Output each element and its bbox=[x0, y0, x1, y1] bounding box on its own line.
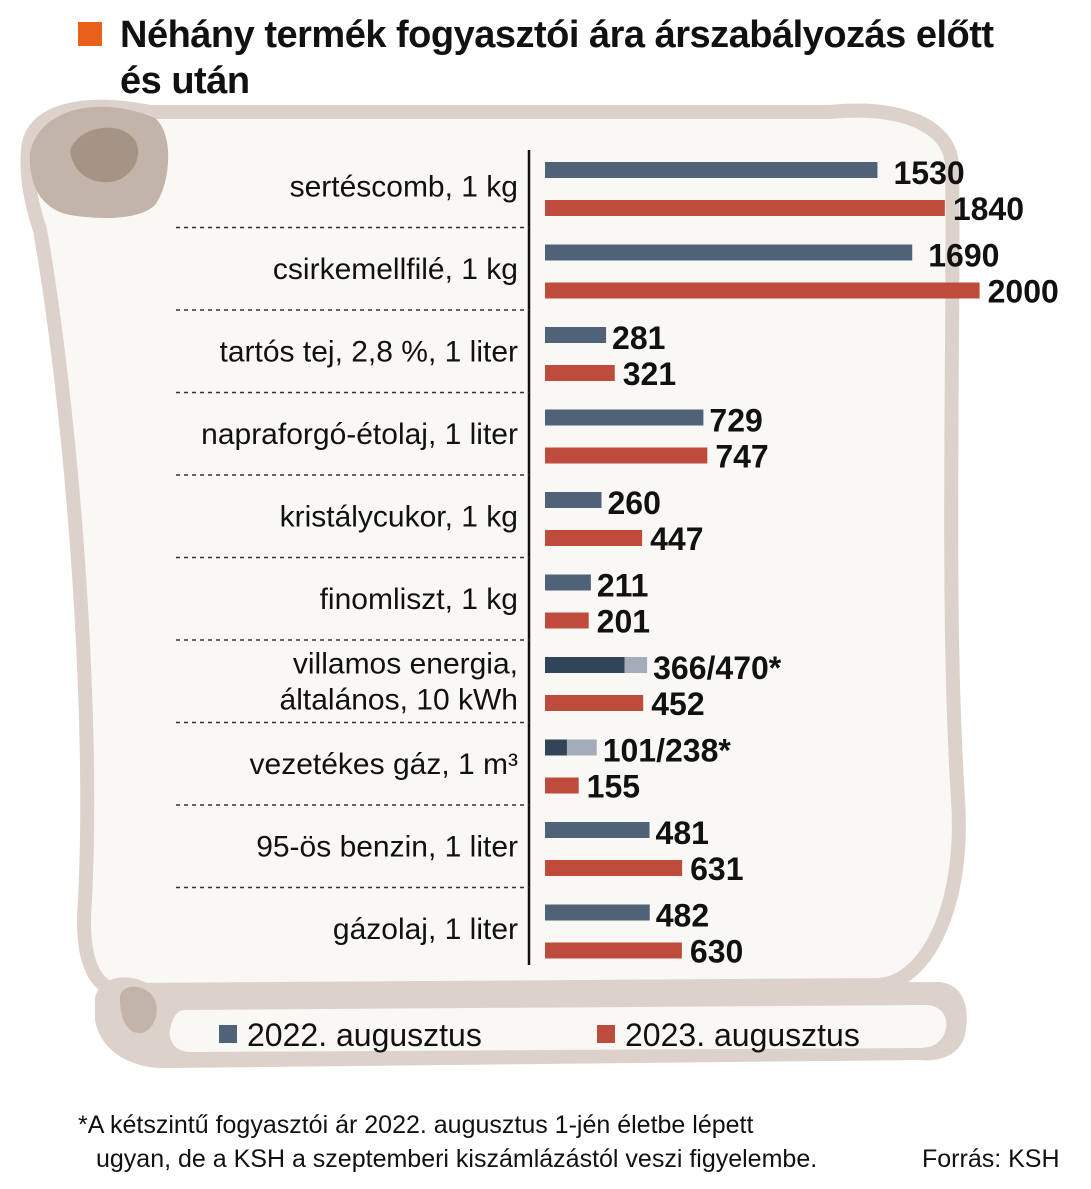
chart-title: Néhány termék fogyasztói ára árszabályoz… bbox=[120, 14, 994, 102]
legend-label-2022: 2022. augusztus bbox=[247, 1017, 482, 1053]
bar-2023 bbox=[545, 200, 945, 216]
category-label-line: kristálycukor, 1 kg bbox=[280, 500, 518, 533]
category-label: vezetékes gáz, 1 m³ bbox=[250, 748, 518, 781]
footnote: *A kétszintű fogyasztói ár 2022. auguszt… bbox=[78, 1108, 938, 1176]
value-label-2023: 321 bbox=[623, 356, 676, 392]
category-row: vezetékes gáz, 1 m³ 101/238*155 bbox=[176, 733, 731, 806]
category-label-line: csirkemellfilé, 1 kg bbox=[273, 253, 518, 286]
bar-2023 bbox=[545, 860, 683, 876]
bar-2023 bbox=[545, 282, 980, 299]
legend-label-2023: 2023. augusztus bbox=[625, 1017, 860, 1053]
value-label-2022: 101/238* bbox=[603, 733, 732, 769]
category-label-line: sertéscomb, 1 kg bbox=[290, 170, 518, 203]
category-label: finomliszt, 1 kg bbox=[320, 583, 518, 616]
title-marker-icon bbox=[78, 22, 102, 46]
category-label-line: tartós tej, 2,8 %, 1 liter bbox=[220, 335, 518, 368]
category-label: sertéscomb, 1 kg bbox=[290, 170, 518, 203]
bar-2022-lower bbox=[545, 657, 625, 673]
bar-2023 bbox=[545, 530, 643, 546]
value-label-2022: 260 bbox=[607, 485, 660, 521]
category-label: kristálycukor, 1 kg bbox=[280, 500, 518, 533]
bar-2022 bbox=[545, 492, 602, 508]
value-label-2023: 155 bbox=[587, 769, 640, 805]
bar-2022 bbox=[545, 162, 878, 178]
category-label: csirkemellfilé, 1 kg bbox=[273, 253, 518, 286]
bar-2022-upper bbox=[624, 657, 648, 673]
value-label-2022: 366/470* bbox=[653, 650, 782, 686]
bar-2023 bbox=[545, 447, 708, 464]
bar-2022 bbox=[545, 822, 650, 838]
value-label-2023: 630 bbox=[690, 934, 743, 970]
value-label-2023: 747 bbox=[715, 439, 768, 475]
category-label-line: finomliszt, 1 kg bbox=[320, 583, 518, 616]
category-row: villamos energia, általános, 10 kWh 366/47… bbox=[176, 647, 782, 724]
category-label-line: 95-ös benzin, 1 liter bbox=[256, 830, 518, 863]
value-label-2022: 482 bbox=[656, 898, 709, 934]
bar-2023 bbox=[545, 612, 589, 629]
value-label-2022: 1530 bbox=[893, 155, 964, 191]
value-label-2023: 631 bbox=[690, 851, 743, 887]
category-label-line: általános, 10 kWh bbox=[280, 683, 518, 716]
legend-swatch-2022 bbox=[219, 1025, 237, 1043]
value-label-2022: 729 bbox=[709, 403, 762, 439]
bar-2022 bbox=[545, 904, 650, 921]
bar-2022-upper bbox=[566, 739, 597, 756]
value-label-2022: 281 bbox=[612, 320, 665, 356]
bar-2022 bbox=[545, 409, 704, 426]
bar-2022-lower bbox=[545, 739, 567, 756]
category-label-line: napraforgó-étolaj, 1 liter bbox=[201, 418, 518, 451]
value-label-2023: 447 bbox=[650, 521, 703, 557]
bar-2023 bbox=[545, 695, 644, 711]
bar-2022 bbox=[545, 244, 913, 261]
category-label: tartós tej, 2,8 %, 1 liter bbox=[220, 335, 518, 368]
bar-2022 bbox=[545, 574, 591, 591]
value-label-2023: 452 bbox=[651, 686, 704, 722]
value-label-2022: 211 bbox=[597, 568, 649, 604]
category-label-line: vezetékes gáz, 1 m³ bbox=[250, 748, 518, 781]
bar-2023 bbox=[545, 365, 615, 381]
legend-band bbox=[169, 1005, 947, 1052]
scroll-top-curl-inner bbox=[70, 127, 139, 183]
bar-2022 bbox=[545, 327, 607, 343]
value-label-2022: 1690 bbox=[928, 238, 999, 274]
scroll-bottom-curl bbox=[119, 986, 157, 1034]
category-label: napraforgó-étolaj, 1 liter bbox=[201, 418, 518, 451]
category-label: gázolaj, 1 liter bbox=[333, 913, 518, 946]
value-label-2023: 1840 bbox=[953, 191, 1024, 227]
category-label-line: gázolaj, 1 liter bbox=[333, 913, 518, 946]
legend-swatch-2023 bbox=[597, 1025, 615, 1043]
category-label: villamos energia, általános, 10 kWh bbox=[280, 647, 518, 716]
bar-2023 bbox=[545, 777, 579, 794]
scroll-body bbox=[20, 99, 966, 998]
category-label: 95-ös benzin, 1 liter bbox=[256, 830, 518, 863]
category-label-line: villamos energia, bbox=[293, 647, 518, 680]
value-label-2023: 2000 bbox=[988, 274, 1059, 310]
value-label-2022: 481 bbox=[656, 815, 709, 851]
footnote-line-2: ugyan, de a KSH a szeptemberi kiszámlázá… bbox=[96, 1145, 818, 1173]
footnote-line-1: *A kétszintű fogyasztói ár 2022. auguszt… bbox=[78, 1111, 754, 1139]
bar-2023 bbox=[545, 942, 682, 959]
value-label-2023: 201 bbox=[597, 604, 650, 640]
source-note: Forrás: KSH bbox=[922, 1145, 1060, 1173]
